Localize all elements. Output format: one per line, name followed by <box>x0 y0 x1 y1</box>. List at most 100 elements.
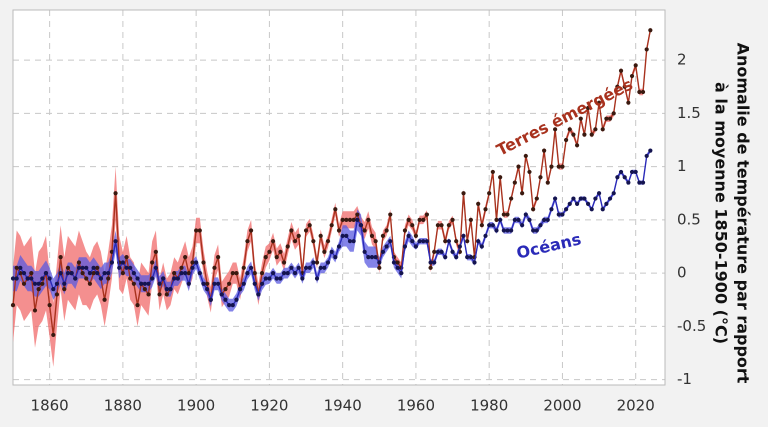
data-point <box>505 228 510 233</box>
data-point <box>611 191 616 196</box>
data-point <box>281 271 287 276</box>
data-point <box>527 217 532 222</box>
data-point <box>604 116 609 121</box>
x-tick-label: 1860 <box>31 397 69 415</box>
x-tick-label: 1980 <box>470 397 508 415</box>
data-point <box>443 239 448 244</box>
data-point <box>164 292 169 297</box>
data-point <box>578 196 583 201</box>
data-point <box>150 260 155 265</box>
data-point <box>281 260 287 265</box>
data-point <box>373 255 378 260</box>
data-point <box>241 281 246 286</box>
data-point <box>589 207 594 212</box>
data-point <box>512 217 517 222</box>
data-point <box>190 265 195 270</box>
data-point <box>483 207 488 212</box>
data-point <box>186 281 191 286</box>
data-point <box>406 233 411 238</box>
data-point <box>318 233 323 238</box>
data-point <box>574 201 580 206</box>
data-point <box>585 201 591 206</box>
data-point <box>582 132 587 137</box>
data-point <box>556 164 561 169</box>
plot-frame <box>12 9 666 386</box>
data-point <box>230 271 235 276</box>
data-point <box>292 271 298 276</box>
data-point <box>402 244 408 249</box>
data-point <box>505 212 510 217</box>
data-point <box>216 281 221 286</box>
data-point <box>596 191 602 196</box>
data-point <box>54 292 60 297</box>
data-point <box>135 276 140 281</box>
y-axis-title: Anomalie de température par rapport <box>734 43 753 384</box>
data-point <box>40 276 45 281</box>
data-point <box>175 276 180 281</box>
data-point <box>51 332 56 338</box>
data-point <box>494 228 499 233</box>
data-point <box>153 249 158 254</box>
data-point <box>234 271 239 276</box>
data-point <box>98 276 104 281</box>
data-point <box>490 169 495 175</box>
data-point <box>106 276 111 281</box>
data-point <box>520 191 525 196</box>
data-point <box>355 217 360 222</box>
data-point <box>574 143 580 148</box>
data-point <box>128 265 133 270</box>
data-point <box>278 276 283 281</box>
data-point <box>300 276 305 281</box>
data-point <box>607 196 613 201</box>
data-point <box>476 239 481 244</box>
data-point <box>84 276 89 281</box>
data-point <box>47 302 52 308</box>
data-point <box>285 244 290 249</box>
data-point <box>611 111 616 116</box>
x-tick-label: 2020 <box>617 397 655 415</box>
data-point <box>212 265 217 270</box>
data-point <box>307 223 312 228</box>
data-point <box>369 233 375 238</box>
data-point <box>494 217 499 222</box>
data-point <box>593 127 598 132</box>
data-point <box>556 212 561 217</box>
data-point <box>142 287 147 292</box>
data-point <box>388 239 393 244</box>
data-point <box>413 244 419 249</box>
data-point <box>274 276 279 281</box>
data-point <box>117 265 122 270</box>
y-tick-label: -0.5 <box>677 317 706 335</box>
data-point <box>256 292 261 297</box>
data-point <box>303 228 309 233</box>
data-point <box>446 239 451 244</box>
data-point <box>629 73 635 79</box>
data-point <box>413 233 419 238</box>
data-point <box>648 28 653 33</box>
data-point <box>633 169 638 175</box>
data-point <box>366 217 371 222</box>
data-point <box>278 249 283 254</box>
data-point <box>183 255 188 260</box>
data-point <box>124 255 129 260</box>
grid <box>12 9 666 386</box>
data-point <box>421 217 426 222</box>
y-tick-label: 0 <box>677 264 687 282</box>
data-point <box>347 239 353 244</box>
data-point <box>622 175 627 180</box>
data-point <box>139 281 144 286</box>
x-tick-label: 2000 <box>543 397 581 415</box>
data-point <box>205 287 210 292</box>
data-point <box>51 287 56 292</box>
data-point <box>629 169 635 175</box>
data-point <box>150 276 155 281</box>
data-point <box>615 84 620 89</box>
data-point <box>245 271 250 276</box>
data-point <box>285 271 290 276</box>
data-point <box>76 265 82 270</box>
data-point <box>172 271 177 276</box>
data-point <box>201 260 206 265</box>
data-point <box>640 180 646 185</box>
data-point <box>435 249 440 254</box>
data-point <box>29 271 34 276</box>
